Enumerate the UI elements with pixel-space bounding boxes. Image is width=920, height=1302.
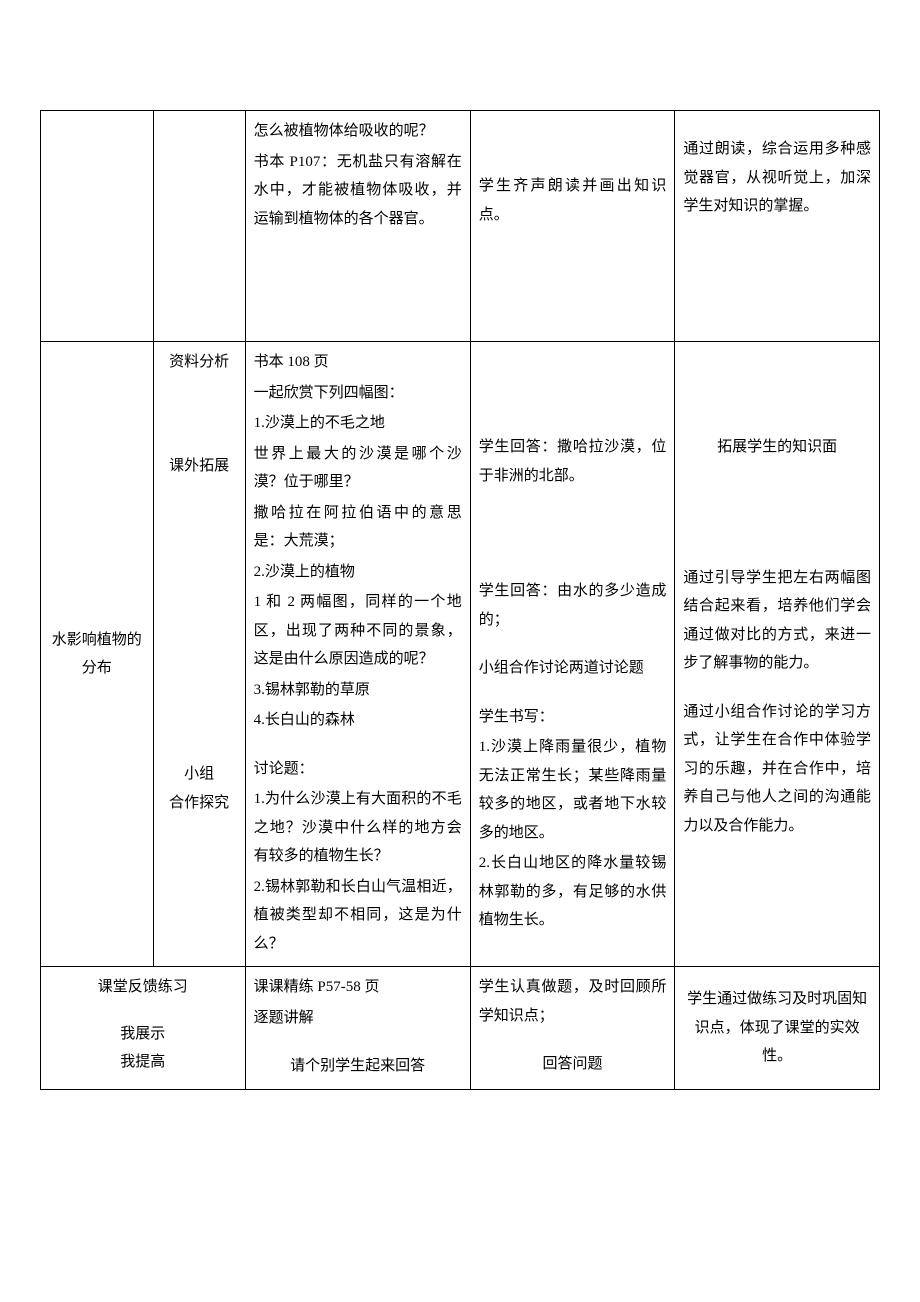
text: 2.锡林郭勒和长白山气温相近，植被类型却不相同，这是为什么？ (254, 873, 462, 959)
text: 怎么被植物体给吸收的呢？ (254, 117, 462, 146)
cell-topic-1 (41, 111, 154, 342)
text: 讨论题： (254, 755, 462, 784)
table-row: 怎么被植物体给吸收的呢？ 书本 P107：无机盐只有溶解在水中，才能被植物体吸收… (41, 111, 880, 342)
cell-student-2: 学生回答：撒哈拉沙漠，位于非洲的北部。 学生回答：由水的多少造成的； 小组合作讨… (470, 342, 675, 967)
text: 1.为什么沙漠上有大面积的不毛之地？沙漠中什么样的地方会有较多的植物生长？ (254, 785, 462, 871)
text: 课课精练 P57-58 页 (254, 973, 462, 1002)
text: 一起欣赏下列四幅图： (254, 379, 462, 408)
text: 1.沙漠上的不毛之地 (254, 409, 462, 438)
text: 通过小组合作讨论的学习方式，让学生在合作中体验学习的乐趣，并在合作中，培养自己与… (683, 698, 871, 841)
text: 拓展学生的知识面 (683, 433, 871, 462)
text: 课堂反馈练习 (49, 973, 237, 1002)
text: 撒哈拉在阿拉伯语中的意思是：大荒漠； (254, 499, 462, 556)
text: 课外拓展 (162, 452, 237, 481)
text: 书本 108 页 (254, 348, 462, 377)
cell-topic-2: 水影响植物的分布 (41, 342, 154, 967)
cell-teacher-2: 书本 108 页 一起欣赏下列四幅图： 1.沙漠上的不毛之地 世界上最大的沙漠是… (245, 342, 470, 967)
text: 我展示 (49, 1020, 237, 1049)
text: 书本 P107：无机盐只有溶解在水中，才能被植物体吸收，并运输到植物体的各个器官… (254, 148, 462, 234)
text: 1.沙漠上降雨量很少，植物无法正常生长；某些降雨量较多的地区，或者地下水较多的地… (479, 733, 667, 847)
cell-student-3: 学生认真做题，及时回顾所学知识点； 回答问题 (470, 967, 675, 1090)
cell-teacher-1: 怎么被植物体给吸收的呢？ 书本 P107：无机盐只有溶解在水中，才能被植物体吸收… (245, 111, 470, 342)
table-row: 水影响植物的分布 资料分析 课外拓展 小组 合作探究 书本 108 页 一起欣赏… (41, 342, 880, 967)
text: 学生回答：撒哈拉沙漠，位于非洲的北部。 (479, 433, 667, 490)
text: 1 和 2 两幅图，同样的一个地区，出现了两种不同的景象，这是由什么原因造成的呢… (254, 588, 462, 674)
text: 通过朗读，综合运用多种感觉器官，从视听觉上，加深学生对知识的掌握。 (683, 135, 871, 221)
text: 小组合作讨论两道讨论题 (479, 654, 667, 683)
cell-intent-1: 通过朗读，综合运用多种感觉器官，从视听觉上，加深学生对知识的掌握。 (675, 111, 880, 342)
text: 回答问题 (479, 1050, 667, 1079)
text: 水影响植物的分布 (49, 626, 145, 683)
cell-topic-3: 课堂反馈练习 我展示 我提高 (41, 967, 246, 1090)
cell-teacher-3: 课课精练 P57-58 页 逐题讲解 请个别学生起来回答 (245, 967, 470, 1090)
text: 小组 (162, 760, 237, 789)
lesson-plan-table: 怎么被植物体给吸收的呢？ 书本 P107：无机盐只有溶解在水中，才能被植物体吸收… (40, 110, 880, 1090)
text: 逐题讲解 (254, 1004, 462, 1033)
text: 学生书写： (479, 703, 667, 732)
cell-method-1 (153, 111, 245, 342)
text: 学生回答：由水的多少造成的； (479, 577, 667, 634)
text: 资料分析 (162, 348, 237, 377)
text: 2.沙漠上的植物 (254, 558, 462, 587)
text: 学生认真做题，及时回顾所学知识点； (479, 973, 667, 1030)
text: 学生通过做练习及时巩固知识点，体现了课堂的实效性。 (683, 985, 871, 1071)
cell-method-2: 资料分析 课外拓展 小组 合作探究 (153, 342, 245, 967)
text: 请个别学生起来回答 (254, 1052, 462, 1081)
text: 通过引导学生把左右两幅图结合起来看，培养他们学会通过做对比的方式，来进一步了解事… (683, 564, 871, 678)
text: 世界上最大的沙漠是哪个沙漠？位于哪里？ (254, 440, 462, 497)
text: 学生齐声朗读并画出知识点。 (479, 172, 667, 229)
text: 3.锡林郭勒的草原 (254, 676, 462, 705)
cell-student-1: 学生齐声朗读并画出知识点。 (470, 111, 675, 342)
text: 4.长白山的森林 (254, 706, 462, 735)
cell-intent-3: 学生通过做练习及时巩固知识点，体现了课堂的实效性。 (675, 967, 880, 1090)
text: 2.长白山地区的降水量较锡林郭勒的多，有足够的水供植物生长。 (479, 849, 667, 935)
text: 合作探究 (162, 789, 237, 818)
text: 我提高 (49, 1048, 237, 1077)
cell-intent-2: 拓展学生的知识面 通过引导学生把左右两幅图结合起来看，培养他们学会通过做对比的方… (675, 342, 880, 967)
table-row: 课堂反馈练习 我展示 我提高 课课精练 P57-58 页 逐题讲解 请个别学生起… (41, 967, 880, 1090)
